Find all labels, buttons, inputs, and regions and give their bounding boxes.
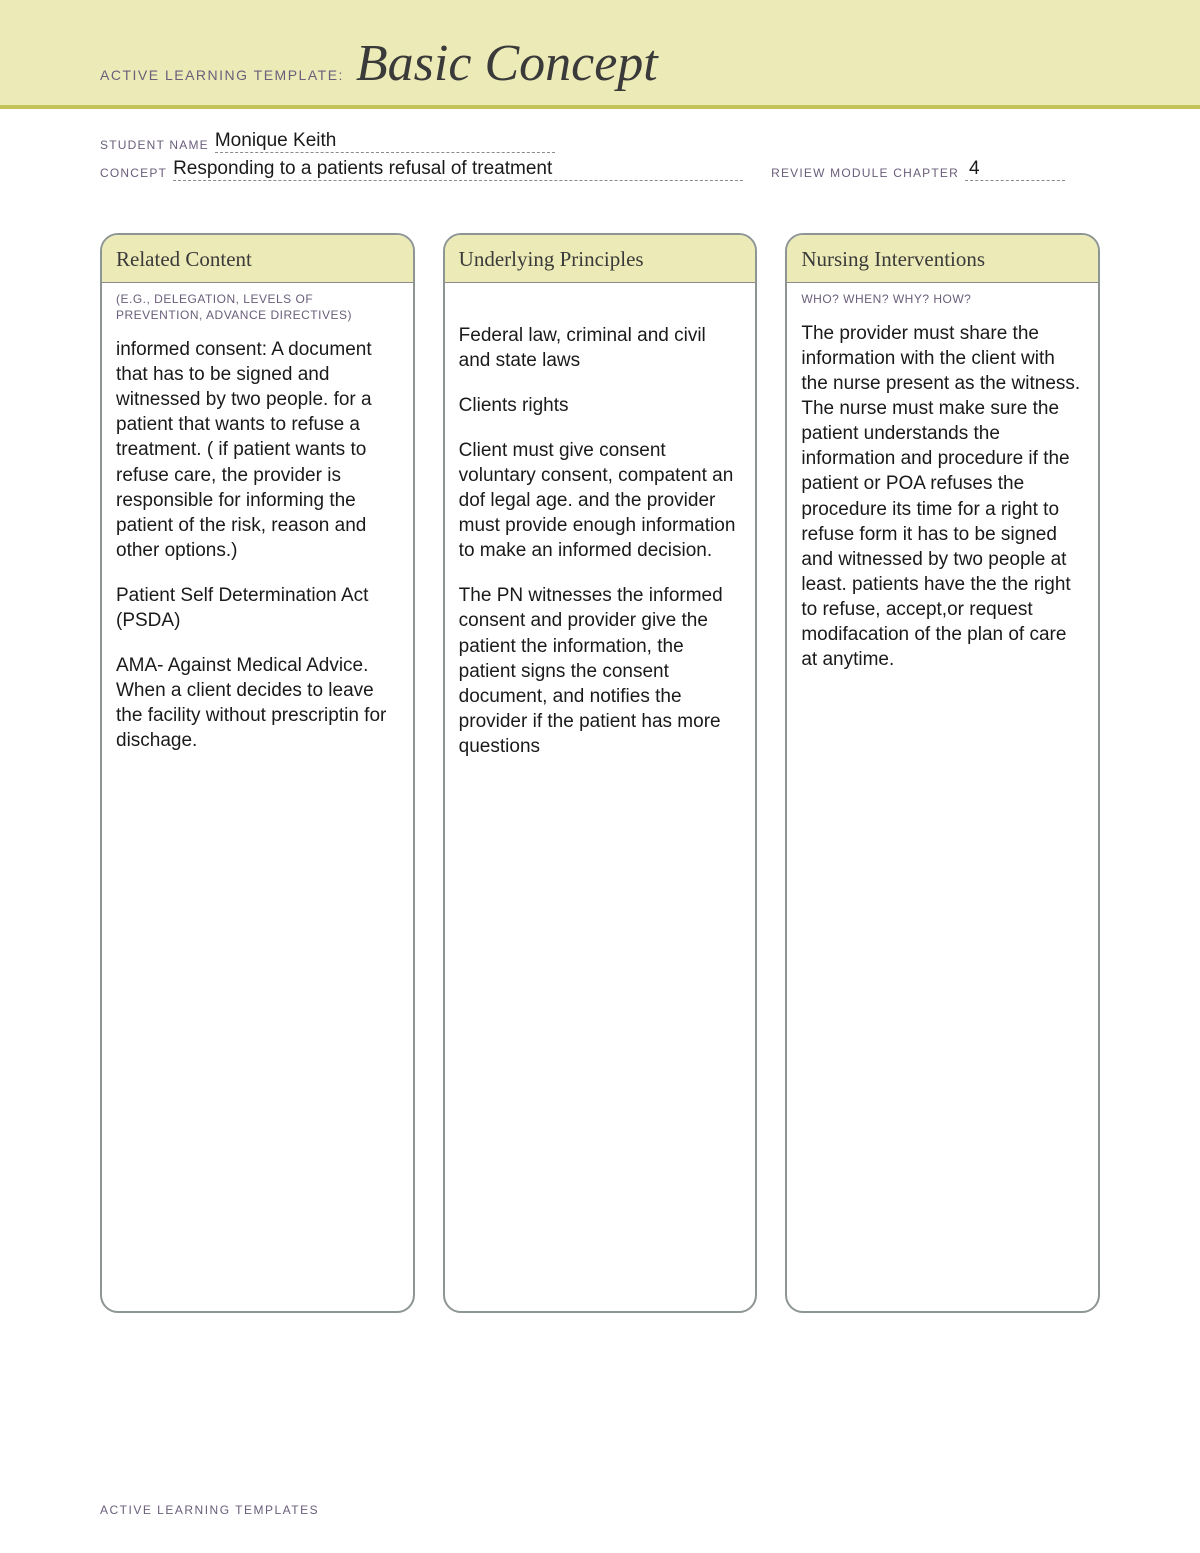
related-content-title: Related Content	[102, 235, 413, 283]
concept-label: CONCEPT	[100, 166, 167, 181]
principles-p1: Federal law, criminal and civil and stat…	[459, 323, 742, 373]
student-name-row: STUDENT NAME Monique Keith	[100, 131, 1100, 153]
student-name-label: STUDENT NAME	[100, 138, 209, 153]
principles-p3: Client must give consent voluntary conse…	[459, 438, 742, 563]
concept-value: Responding to a patients refusal of trea…	[173, 159, 743, 181]
student-name-value: Monique Keith	[215, 131, 555, 153]
meta-section: STUDENT NAME Monique Keith CONCEPT Respo…	[0, 109, 1200, 181]
nursing-interventions-card: Nursing Interventions WHO? WHEN? WHY? HO…	[785, 233, 1100, 1313]
footer-label: ACTIVE LEARNING TEMPLATES	[100, 1503, 319, 1517]
chapter-value: 4	[965, 159, 1065, 181]
banner: ACTIVE LEARNING TEMPLATE: Basic Concept	[0, 0, 1200, 109]
underlying-principles-body: Federal law, criminal and civil and stat…	[445, 283, 756, 773]
template-label: ACTIVE LEARNING TEMPLATE:	[100, 67, 344, 83]
underlying-principles-card: Underlying Principles Federal law, crimi…	[443, 233, 758, 1313]
nursing-interventions-subtitle: WHO? WHEN? WHY? HOW?	[787, 283, 1098, 311]
underlying-principles-title: Underlying Principles	[445, 235, 756, 283]
page: ACTIVE LEARNING TEMPLATE: Basic Concept …	[0, 0, 1200, 1553]
columns: Related Content (E.G., DELEGATION, LEVEL…	[0, 187, 1200, 1313]
related-p1: informed consent: A document that has to…	[116, 337, 399, 563]
related-content-subtitle: (E.G., DELEGATION, LEVELS OF PREVENTION,…	[102, 283, 413, 327]
concept-row: CONCEPT Responding to a patients refusal…	[100, 159, 1100, 181]
template-title: Basic Concept	[356, 34, 658, 93]
chapter-label: REVIEW MODULE CHAPTER	[771, 166, 959, 181]
related-p2: Patient Self Determination Act (PSDA)	[116, 583, 399, 633]
related-p3: AMA- Against Medical Advice. When a clie…	[116, 653, 399, 753]
banner-line: ACTIVE LEARNING TEMPLATE: Basic Concept	[100, 34, 1200, 93]
principles-p2: Clients rights	[459, 393, 742, 418]
chapter-group: REVIEW MODULE CHAPTER 4	[771, 159, 1065, 181]
nursing-interventions-title: Nursing Interventions	[787, 235, 1098, 283]
principles-p4: The PN witnesses the informed consent an…	[459, 583, 742, 759]
related-content-body: informed consent: A document that has to…	[102, 327, 413, 767]
interventions-p1: The provider must share the information …	[801, 321, 1084, 672]
nursing-interventions-body: The provider must share the information …	[787, 311, 1098, 686]
related-content-card: Related Content (E.G., DELEGATION, LEVEL…	[100, 233, 415, 1313]
